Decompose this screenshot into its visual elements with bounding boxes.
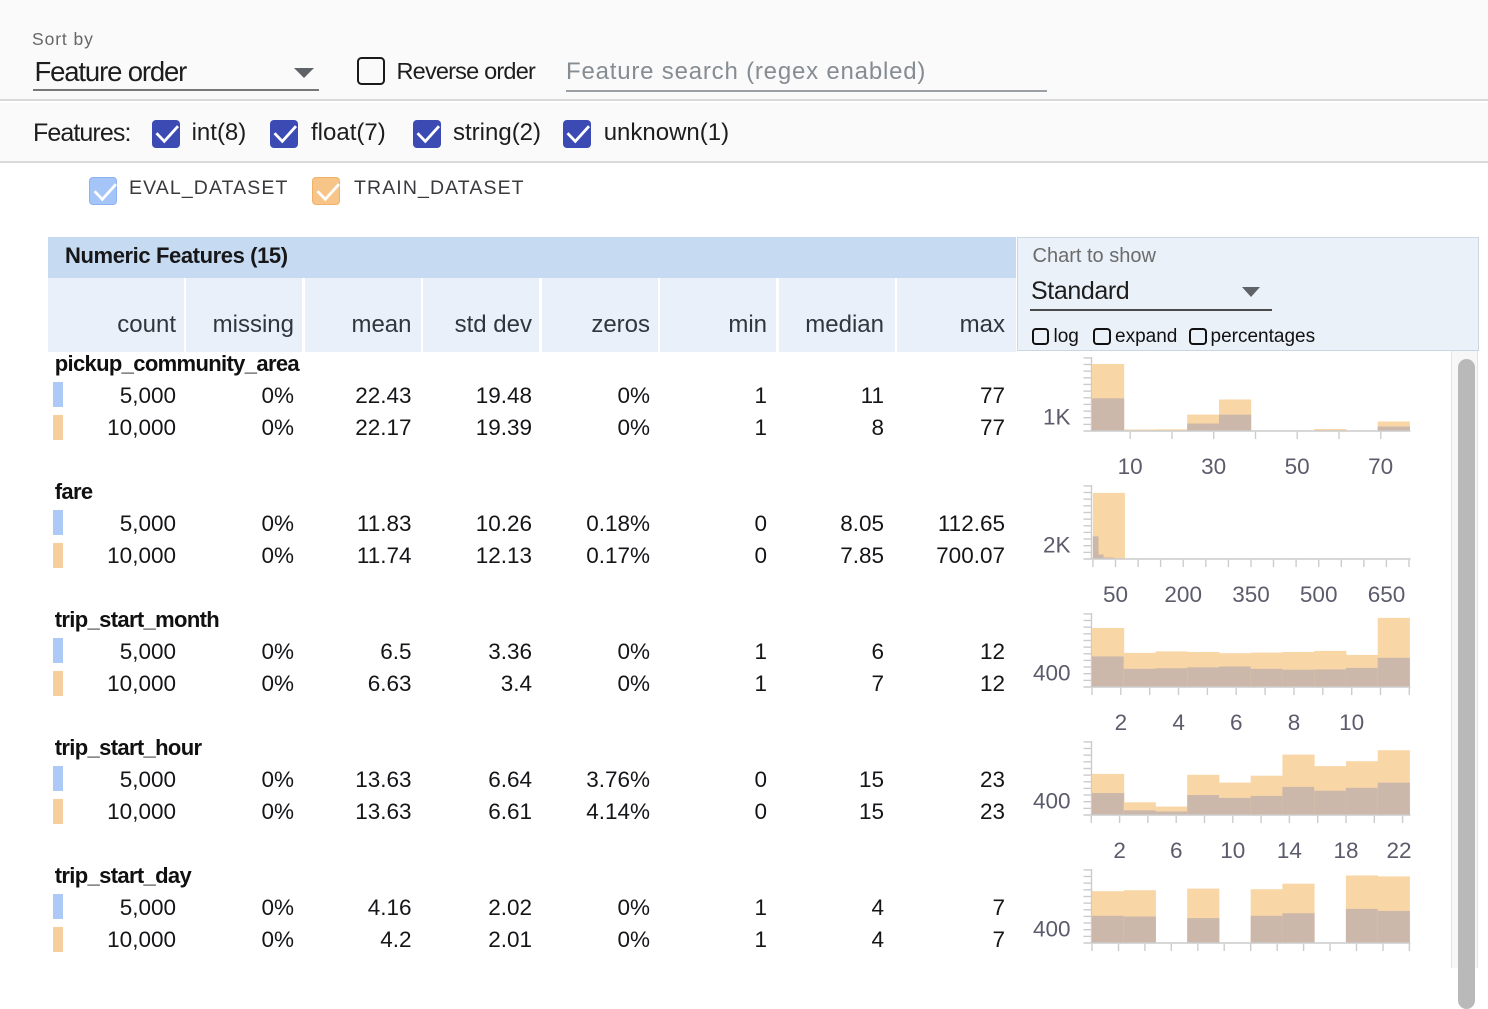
svg-text:4: 4 — [1172, 710, 1185, 735]
svg-text:30: 30 — [1201, 454, 1226, 479]
svg-text:400: 400 — [1033, 916, 1071, 941]
svg-text:650: 650 — [1368, 582, 1406, 607]
svg-text:14: 14 — [1277, 838, 1302, 863]
svg-text:10: 10 — [1339, 710, 1364, 735]
svg-text:70: 70 — [1368, 454, 1393, 479]
svg-text:350: 350 — [1232, 582, 1270, 607]
svg-text:6: 6 — [1230, 710, 1243, 735]
svg-text:18: 18 — [1333, 838, 1358, 863]
svg-text:2K: 2K — [1043, 532, 1071, 557]
svg-text:10: 10 — [1118, 454, 1143, 479]
svg-text:10: 10 — [1220, 838, 1245, 863]
svg-text:400: 400 — [1033, 788, 1071, 813]
svg-text:200: 200 — [1164, 582, 1202, 607]
svg-text:2: 2 — [1113, 838, 1126, 863]
svg-text:22: 22 — [1386, 838, 1411, 863]
svg-text:6: 6 — [1170, 838, 1183, 863]
svg-text:500: 500 — [1300, 582, 1338, 607]
svg-text:1K: 1K — [1043, 404, 1071, 429]
svg-text:2: 2 — [1115, 710, 1128, 735]
svg-text:400: 400 — [1033, 660, 1071, 685]
svg-text:50: 50 — [1285, 454, 1310, 479]
svg-text:50: 50 — [1103, 582, 1128, 607]
svg-text:8: 8 — [1288, 710, 1301, 735]
